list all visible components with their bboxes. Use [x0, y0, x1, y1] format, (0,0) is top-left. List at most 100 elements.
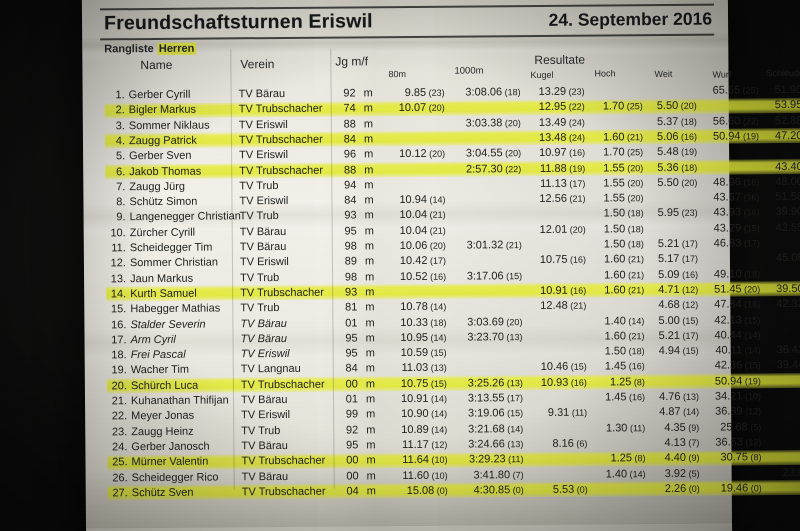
- cell-schleuder: 52.88 (25): [774, 114, 800, 127]
- cell-hoch: 1.30 (11): [605, 421, 646, 435]
- cell-verein: TV Bärau: [240, 393, 288, 407]
- cell-rank: 14.: [110, 288, 127, 301]
- header-1000m: 1000m: [454, 65, 484, 77]
- header-name: Name: [140, 57, 173, 73]
- cell-r1000: 3:03.69 (20): [467, 315, 523, 329]
- cell-kugel: 12.56 (21): [539, 192, 586, 206]
- cell-rank: 23.: [111, 425, 128, 438]
- cell-verein: TV Bärau: [239, 240, 287, 254]
- cell-rank: 25.: [112, 456, 128, 469]
- cell-mf: m: [364, 224, 374, 238]
- cell-hoch: 1.25 (8): [609, 375, 645, 389]
- cell-jg: 81: [345, 301, 358, 314]
- header-weit: Weit: [654, 68, 673, 80]
- cell-mf: m: [365, 347, 375, 360]
- cell-wurf: 42.36 (15): [714, 359, 761, 372]
- cell-name: Zürcher Cyrill: [129, 226, 196, 239]
- cell-name: Wacher Tim: [130, 364, 190, 377]
- cell-kugel: 13.29 (23): [538, 85, 585, 98]
- cell-r80: 10.90 (14): [401, 408, 448, 421]
- cell-wurf: 19.46 (0): [720, 482, 762, 495]
- cell-jg: 89: [344, 255, 357, 268]
- cell-wurf: 49.10 (18): [713, 267, 761, 281]
- cell-jg: 84: [343, 133, 357, 146]
- cell-name: Schütz Sven: [131, 486, 194, 499]
- cell-name: Langenegger Christian: [129, 210, 241, 224]
- cell-mf: m: [365, 301, 375, 314]
- cell-schleuder: 39.90 (16): [775, 206, 800, 219]
- cell-rank: 5.: [115, 150, 126, 163]
- cell-kugel: 10.46 (15): [540, 361, 587, 374]
- cell-rank: 17.: [111, 334, 127, 347]
- cell-jg: 92: [343, 87, 356, 100]
- cell-mf: m: [364, 163, 374, 176]
- cell-kugel: 13.49 (24): [538, 116, 585, 129]
- cell-name: Meyer Jonas: [131, 409, 195, 423]
- cell-verein: TV Eriswil: [239, 195, 289, 208]
- cell-hoch: 1.70 (25): [603, 146, 644, 159]
- cell-mf: m: [364, 240, 375, 253]
- cell-r80: 11.60 (10): [402, 469, 448, 482]
- cell-rank: 2.: [115, 104, 125, 117]
- cell-jg: 95: [346, 439, 359, 452]
- cell-r80: 10.75 (15): [400, 377, 447, 390]
- cell-mf: m: [364, 255, 375, 268]
- cell-rank: 26.: [112, 471, 128, 484]
- cell-mf: m: [366, 423, 376, 436]
- cell-jg: 95: [344, 225, 357, 238]
- cell-name: Schürch Luca: [130, 379, 199, 392]
- cell-mf: m: [365, 316, 375, 329]
- cell-name: Jaun Markus: [130, 272, 194, 285]
- cell-mf: m: [364, 209, 374, 222]
- cell-mf: m: [364, 148, 374, 161]
- cell-rank: 8.: [116, 196, 126, 209]
- cell-jg: 93: [344, 286, 358, 299]
- cell-jg: 95: [345, 347, 358, 360]
- cell-verein: TV Bärau: [240, 317, 287, 330]
- cell-jg: 84: [345, 362, 358, 375]
- cell-rank: 13.: [110, 272, 127, 285]
- cell-name: Stalder Severin: [130, 318, 206, 331]
- cell-schleuder: 42.55 (19): [775, 221, 800, 234]
- page-title: Freundschaftsturnen Eriswil: [103, 10, 373, 35]
- cell-schleuder: 23.84 (3): [782, 466, 800, 479]
- cell-wurf: 50.94 (19): [714, 375, 761, 388]
- cell-r80: 10.42 (17): [399, 255, 446, 268]
- cell-name: Kurth Samuel: [130, 287, 197, 301]
- cell-weit: 4.35 (9): [664, 421, 700, 434]
- cell-r1000: 3:04.55 (20): [465, 147, 522, 160]
- cell-r80: 11.64 (10): [402, 454, 448, 467]
- cell-name: Schütz Simon: [129, 195, 198, 209]
- cell-mf: m: [364, 179, 374, 192]
- cell-mf: m: [365, 286, 375, 299]
- cell-hoch: 1.25 (8): [610, 452, 646, 465]
- table-header: Name Verein Jg m/f Resultate 80m 1000m K…: [82, 51, 800, 88]
- cell-verein: TV Eriswil: [239, 149, 289, 162]
- cell-name: Gerber Sven: [129, 149, 192, 163]
- cell-hoch: 1.60 (21): [602, 131, 644, 144]
- cell-wurf: 65.65 (25): [712, 84, 759, 97]
- header-hoch: Hoch: [594, 68, 616, 79]
- cell-mf: m: [363, 117, 374, 130]
- cell-r80: 10.04 (21): [399, 224, 446, 237]
- cell-r80: 10.91 (14): [400, 392, 448, 406]
- header-wurf: Wurf: [712, 69, 732, 80]
- cell-wurf: 40.11 (14): [715, 344, 761, 357]
- cell-schleuder: 39.50 (16): [776, 282, 800, 295]
- cell-rank: 3.: [115, 119, 125, 132]
- ranking-subtitle: Rangliste Herren: [104, 42, 197, 55]
- cell-r1000: 3:19.06 (15): [467, 407, 524, 420]
- cell-schleuder: 42.32 (18): [776, 298, 800, 311]
- cell-rank: 4.: [115, 135, 126, 148]
- cell-name: Frei Pascal: [130, 348, 186, 362]
- cell-jg: 04: [346, 485, 359, 498]
- cell-verein: TV Bärau: [238, 87, 286, 101]
- cell-weit: 4.40 (9): [664, 452, 700, 465]
- cell-kugel: 8.16 (6): [552, 437, 588, 450]
- cell-mf: m: [365, 393, 376, 406]
- cell-schleuder: 36.43 (14): [776, 343, 800, 357]
- cell-weit: 5.21 (17): [658, 329, 699, 342]
- cell-wurf: 30.75 (8): [720, 451, 762, 464]
- cell-wurf: 36.89 (12): [715, 405, 762, 418]
